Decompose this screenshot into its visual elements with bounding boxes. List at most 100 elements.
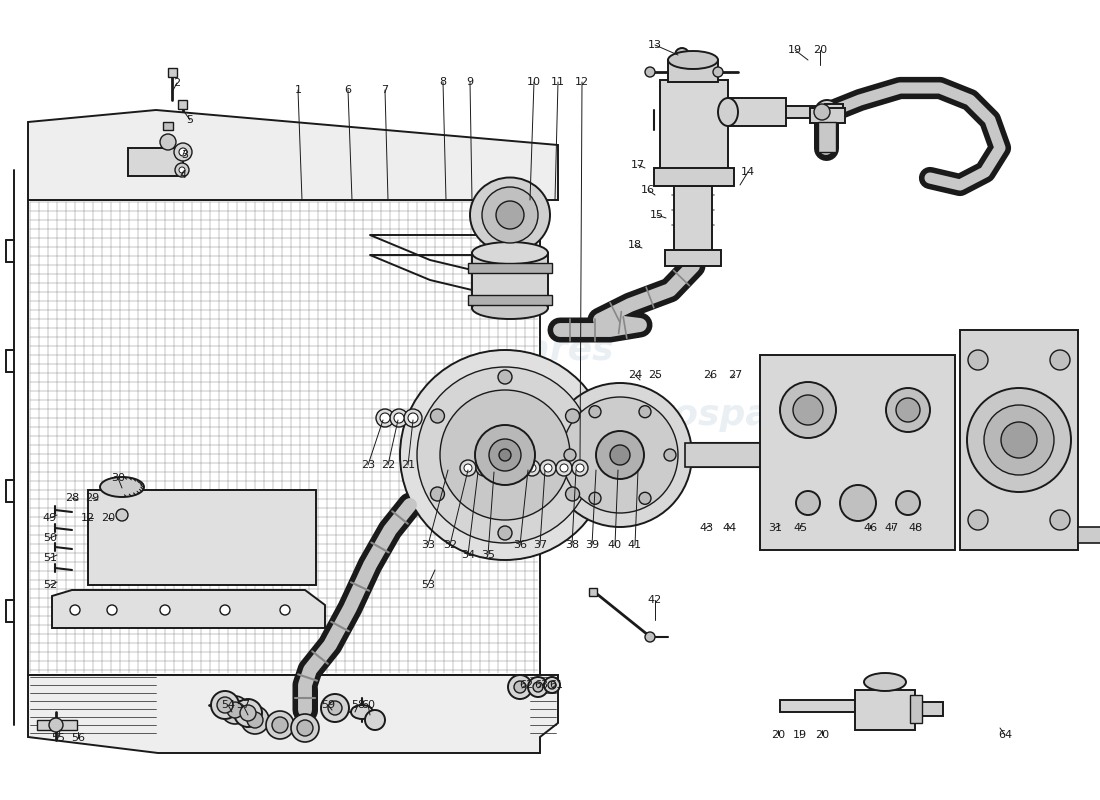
Circle shape — [498, 370, 512, 384]
Text: 15: 15 — [650, 210, 664, 220]
Circle shape — [645, 632, 654, 642]
Circle shape — [508, 675, 532, 699]
Text: eurospares: eurospares — [606, 398, 834, 432]
Circle shape — [524, 460, 540, 476]
Text: 53: 53 — [421, 580, 434, 590]
Circle shape — [840, 485, 876, 521]
Circle shape — [639, 406, 651, 418]
Circle shape — [272, 717, 288, 733]
Circle shape — [565, 487, 580, 501]
Circle shape — [241, 706, 270, 734]
Circle shape — [814, 104, 830, 120]
Polygon shape — [28, 675, 558, 753]
Circle shape — [160, 134, 176, 150]
Bar — [472, 253, 548, 308]
Text: 28: 28 — [65, 493, 79, 503]
Text: 41: 41 — [628, 540, 642, 550]
Text: 44: 44 — [723, 523, 737, 533]
Text: 60: 60 — [361, 700, 375, 710]
Text: eurospares: eurospares — [386, 333, 614, 367]
Circle shape — [793, 395, 823, 425]
Bar — [915, 702, 943, 716]
Circle shape — [896, 398, 920, 422]
Text: 4: 4 — [179, 170, 187, 180]
Circle shape — [365, 710, 385, 730]
Circle shape — [968, 510, 988, 530]
Bar — [780, 700, 855, 712]
Text: 25: 25 — [648, 370, 662, 380]
Text: 39: 39 — [585, 540, 600, 550]
Text: 1: 1 — [295, 85, 301, 95]
Bar — [178, 100, 187, 109]
Text: 35: 35 — [481, 550, 495, 560]
Text: 10: 10 — [527, 77, 541, 87]
Circle shape — [240, 705, 256, 721]
Text: 2: 2 — [174, 78, 180, 88]
Text: 6: 6 — [344, 85, 352, 95]
Circle shape — [160, 605, 170, 615]
Text: 49: 49 — [43, 513, 57, 523]
Text: eurospares: eurospares — [96, 443, 324, 477]
Circle shape — [560, 464, 568, 472]
Text: 3: 3 — [182, 150, 188, 160]
Text: 23: 23 — [361, 460, 375, 470]
Circle shape — [297, 720, 313, 736]
Circle shape — [796, 491, 820, 515]
Circle shape — [476, 460, 492, 476]
Bar — [1078, 527, 1100, 543]
Circle shape — [564, 449, 576, 461]
Text: 17: 17 — [631, 160, 645, 170]
Circle shape — [544, 677, 560, 693]
Circle shape — [70, 605, 80, 615]
Circle shape — [984, 405, 1054, 475]
Circle shape — [1050, 350, 1070, 370]
Circle shape — [220, 605, 230, 615]
Text: 57: 57 — [235, 700, 250, 710]
Circle shape — [390, 409, 408, 427]
Circle shape — [107, 605, 117, 615]
Text: 36: 36 — [513, 540, 527, 550]
Bar — [28, 200, 540, 675]
Circle shape — [562, 397, 678, 513]
Bar — [37, 720, 77, 730]
Text: 33: 33 — [421, 540, 434, 550]
Circle shape — [175, 163, 189, 177]
Circle shape — [480, 464, 488, 472]
Text: 29: 29 — [85, 493, 99, 503]
Circle shape — [968, 350, 988, 370]
Text: 18: 18 — [628, 240, 642, 250]
Circle shape — [430, 487, 444, 501]
Bar — [660, 80, 728, 170]
Circle shape — [179, 148, 187, 156]
Circle shape — [404, 409, 422, 427]
Circle shape — [548, 681, 556, 689]
Circle shape — [514, 681, 526, 693]
Bar — [168, 68, 177, 77]
Circle shape — [610, 445, 630, 465]
Circle shape — [394, 413, 404, 423]
Circle shape — [217, 697, 233, 713]
Ellipse shape — [864, 673, 906, 691]
Circle shape — [508, 464, 524, 480]
Text: 45: 45 — [793, 523, 807, 533]
Circle shape — [400, 350, 610, 560]
Circle shape — [464, 464, 472, 472]
Circle shape — [116, 509, 128, 521]
Text: 51: 51 — [43, 553, 57, 563]
Bar — [910, 695, 922, 723]
Text: 7: 7 — [382, 85, 388, 95]
Text: 46: 46 — [862, 523, 877, 533]
Text: 21: 21 — [400, 460, 415, 470]
Text: 56: 56 — [72, 733, 85, 743]
Ellipse shape — [100, 477, 144, 497]
Bar — [728, 98, 786, 126]
Text: 37: 37 — [532, 540, 547, 550]
Circle shape — [540, 460, 556, 476]
Circle shape — [886, 388, 929, 432]
Text: 9: 9 — [466, 77, 474, 87]
Bar — [674, 186, 712, 251]
Circle shape — [174, 143, 192, 161]
Ellipse shape — [718, 98, 738, 126]
Text: 5: 5 — [187, 115, 194, 125]
Circle shape — [596, 431, 644, 479]
